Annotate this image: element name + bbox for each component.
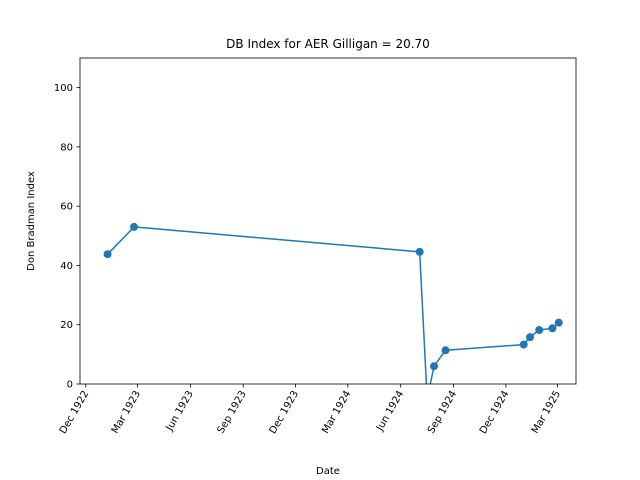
chart-title: DB Index for AER Gilligan = 20.70 bbox=[226, 37, 430, 51]
y-axis: 0 20 40 60 80 100 bbox=[54, 83, 80, 391]
x-axis-title: Date bbox=[316, 466, 340, 477]
data-point-1 bbox=[130, 222, 139, 231]
y-tick-label-5: 100 bbox=[54, 83, 73, 94]
data-point-8 bbox=[535, 326, 544, 335]
data-point-4 bbox=[430, 362, 439, 371]
data-point-10 bbox=[554, 318, 563, 327]
y-tick-label-3: 60 bbox=[60, 202, 73, 213]
series-group bbox=[103, 222, 563, 384]
data-point-6 bbox=[519, 340, 528, 349]
data-point-5 bbox=[441, 346, 450, 355]
y-tick-label-4: 80 bbox=[60, 142, 73, 153]
y-axis-title: Don Bradman Index bbox=[26, 171, 37, 271]
data-point-9 bbox=[548, 324, 557, 333]
data-point-0 bbox=[103, 250, 112, 259]
y-tick-label-2: 40 bbox=[60, 261, 73, 272]
plot-area bbox=[80, 58, 576, 384]
data-point-7 bbox=[526, 333, 535, 342]
y-tick-label-1: 20 bbox=[60, 320, 73, 331]
plot-frame bbox=[79, 57, 577, 385]
y-tick-label-0: 0 bbox=[67, 380, 73, 391]
data-point-2 bbox=[415, 247, 424, 256]
